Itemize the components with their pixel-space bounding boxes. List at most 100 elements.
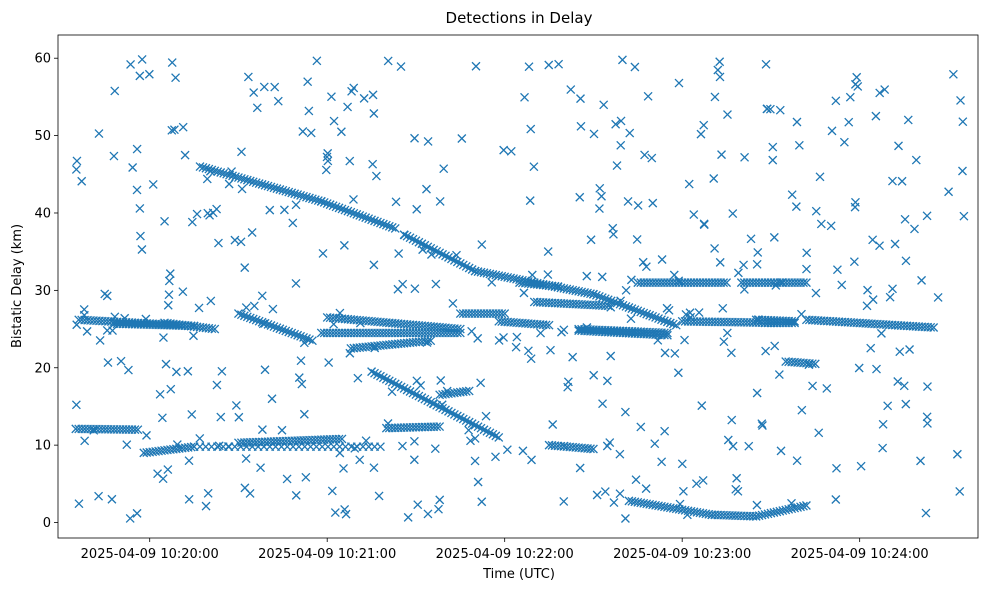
y-tick-label: 30 <box>34 284 51 299</box>
data-point <box>233 309 243 319</box>
data-point <box>158 333 168 343</box>
data-point <box>659 316 669 326</box>
data-point <box>142 430 151 440</box>
data-point <box>633 200 643 210</box>
data-point <box>477 497 487 507</box>
data-point <box>744 441 754 451</box>
data-point <box>626 314 636 324</box>
data-point <box>888 284 897 294</box>
data-point <box>236 310 246 320</box>
data-point <box>481 411 491 421</box>
data-point <box>367 215 377 225</box>
data-point <box>258 319 268 329</box>
data-point <box>827 126 837 136</box>
data-point <box>130 425 140 435</box>
data-point <box>435 422 445 432</box>
data-point <box>473 477 483 487</box>
data-point <box>546 345 555 355</box>
data-point <box>79 304 89 314</box>
data-point <box>268 304 278 314</box>
data-point <box>387 387 397 397</box>
data-point <box>589 370 599 380</box>
data-point <box>340 205 350 215</box>
data-point <box>600 301 610 311</box>
x-tick-label: 2025-04-09 10:22:00 <box>436 547 574 562</box>
data-point <box>464 425 474 435</box>
data-point <box>911 155 921 165</box>
data-point <box>107 494 117 504</box>
data-point <box>875 241 885 251</box>
data-point <box>662 317 672 327</box>
data-point <box>249 88 259 97</box>
data-point <box>582 323 592 332</box>
data-point <box>467 326 477 336</box>
data-point <box>327 486 337 496</box>
data-point <box>275 185 285 194</box>
data-point <box>260 180 270 190</box>
data-point <box>345 156 355 166</box>
data-point <box>282 474 292 484</box>
data-point <box>722 328 732 338</box>
data-point <box>178 122 188 132</box>
data-point <box>148 179 158 189</box>
data-point <box>237 184 247 194</box>
data-point <box>854 363 864 373</box>
data-point <box>677 459 687 469</box>
data-point <box>240 263 250 273</box>
data-point <box>256 463 266 473</box>
data-point <box>893 377 903 386</box>
data-point <box>550 281 560 291</box>
data-point <box>165 269 175 279</box>
data-point <box>272 323 282 333</box>
data-point <box>369 260 379 270</box>
x-tick-label: 2025-04-09 10:20:00 <box>81 547 219 562</box>
data-point <box>831 96 841 106</box>
data-point <box>630 305 640 315</box>
data-point <box>675 499 685 509</box>
data-point <box>548 420 558 429</box>
data-point <box>868 295 878 305</box>
data-point <box>739 260 749 270</box>
data-point <box>697 401 707 411</box>
data-point <box>375 218 385 228</box>
data-point <box>660 348 670 358</box>
data-point <box>349 194 358 204</box>
data-point <box>135 71 145 81</box>
data-point <box>888 176 897 186</box>
data-point <box>436 376 446 385</box>
data-point <box>523 346 533 356</box>
data-point <box>410 284 420 294</box>
data-point <box>761 59 771 69</box>
data-point <box>157 413 167 423</box>
data-point <box>559 496 569 506</box>
data-point <box>582 271 592 281</box>
data-point <box>397 441 407 451</box>
data-point <box>290 329 300 339</box>
data-point <box>674 276 684 286</box>
data-point <box>491 452 500 462</box>
data-point <box>452 324 462 334</box>
data-point <box>294 373 304 383</box>
data-point <box>955 487 965 496</box>
data-point <box>304 193 314 203</box>
data-point <box>230 235 240 245</box>
data-point <box>952 449 962 459</box>
data-point <box>631 475 641 485</box>
data-point <box>878 443 888 453</box>
data-point <box>553 282 563 291</box>
data-point <box>926 322 936 332</box>
data-point <box>219 168 229 178</box>
data-point <box>617 55 627 65</box>
data-point <box>900 214 910 224</box>
data-point <box>275 324 285 334</box>
data-point <box>856 461 866 471</box>
data-point <box>598 399 608 409</box>
data-point <box>625 128 635 138</box>
data-point <box>231 172 240 182</box>
data-point <box>630 62 640 72</box>
data-point <box>399 230 409 240</box>
data-point <box>653 335 663 345</box>
data-point <box>600 487 610 497</box>
data-point <box>525 196 535 206</box>
